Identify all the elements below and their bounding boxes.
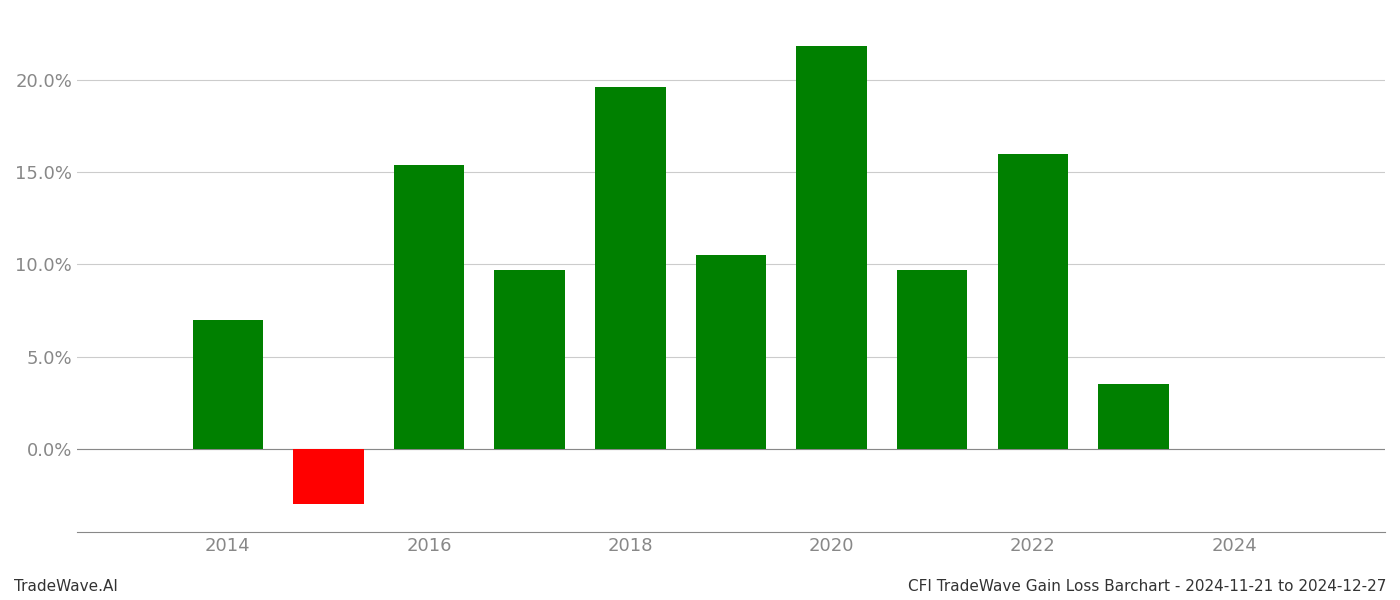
Bar [293, 449, 364, 505]
Bar [193, 320, 263, 449]
Text: TradeWave.AI: TradeWave.AI [14, 579, 118, 594]
Bar [494, 270, 564, 449]
Text: CFI TradeWave Gain Loss Barchart - 2024-11-21 to 2024-12-27: CFI TradeWave Gain Loss Barchart - 2024-… [907, 579, 1386, 594]
Bar [897, 270, 967, 449]
Bar [393, 164, 465, 449]
Bar [998, 154, 1068, 449]
Bar [1098, 385, 1169, 449]
Bar [595, 87, 665, 449]
Bar [696, 255, 766, 449]
Bar [797, 46, 867, 449]
